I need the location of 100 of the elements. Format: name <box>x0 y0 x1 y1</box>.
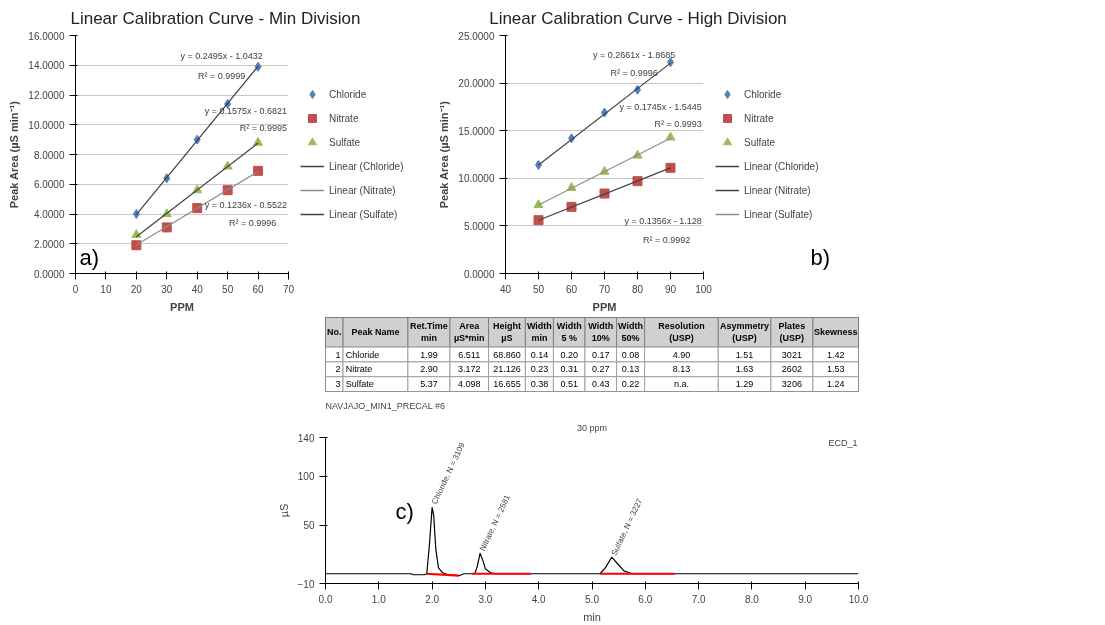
point <box>253 165 264 176</box>
x-tick-label: 0.0 <box>318 593 333 605</box>
y-tick-label: 5.0000 <box>463 220 495 232</box>
category-label: Asymmetry (USP) <box>720 321 770 344</box>
legend-label: Sulfate <box>744 135 776 149</box>
annotation: y = 0.1236x - 0.5522 <box>204 200 287 211</box>
annotation: R² = 0.9992 <box>643 235 691 246</box>
text: 16.655 <box>493 379 521 390</box>
legend-label: Linear (Nitrate) <box>744 183 811 197</box>
text: 0.13 <box>621 364 640 375</box>
text: 3.172 <box>458 364 481 375</box>
x-axis-title: PPM <box>592 300 617 313</box>
point <box>533 215 544 226</box>
text: Chloride <box>345 349 380 360</box>
category-label: Width 10% <box>588 321 614 344</box>
x-tick-label: 0 <box>72 283 79 295</box>
x-tick-label: 20 <box>130 283 143 295</box>
text: 0.38 <box>530 379 549 390</box>
annotation: R² = 0.9999 <box>197 70 246 81</box>
y-axis-title: µS <box>277 503 290 518</box>
text: 0.27 <box>592 364 610 375</box>
text: 3 <box>335 379 341 390</box>
x-tick-label: 3.0 <box>478 593 493 605</box>
text: 0.43 <box>592 379 610 390</box>
annotation: a) <box>79 244 100 270</box>
y-tick-label: 0.0000 <box>463 268 495 280</box>
text: 0.14 <box>530 349 549 360</box>
x-tick-label: 7.0 <box>691 593 706 605</box>
x-tick-label: 6.0 <box>638 593 653 605</box>
text: 4.098 <box>458 379 481 390</box>
category-label: No. <box>327 327 342 338</box>
x-tick-label: 40 <box>499 283 512 295</box>
x-tick-label: 50 <box>532 283 545 295</box>
legend-label: Linear (Chloride) <box>744 159 819 173</box>
point <box>665 162 676 173</box>
x-tick-label: 50 <box>222 283 234 295</box>
text: Sulfate <box>345 379 374 390</box>
y-axis-title: Peak Area (µS min⁻¹) <box>8 100 21 209</box>
legend-label: Linear (Sulfate) <box>744 207 813 221</box>
text: 6.511 <box>458 349 481 360</box>
category-label: Resolution (USP) <box>658 321 705 344</box>
annotation: R² = 0.9993 <box>654 119 702 130</box>
y-tick-label: 10.0000 <box>458 173 495 185</box>
category-label: Width 5 % <box>556 321 582 344</box>
x-tick-label: 60 <box>565 283 578 295</box>
text: 3206 <box>781 379 802 390</box>
text: 1.29 <box>735 379 754 390</box>
text: 68.860 <box>493 349 521 360</box>
legend-label: Linear (Sulfate) <box>329 207 398 221</box>
x-tick-label: 1.0 <box>371 593 387 605</box>
annotation: y = 0.1356x - 1.128 <box>624 216 702 227</box>
text: 8.13 <box>672 364 691 375</box>
annotation: R² = 0.9995 <box>239 122 287 133</box>
x-tick-label: 2.0 <box>425 593 440 605</box>
legend-label: Nitrate <box>744 111 774 125</box>
text: b) <box>810 244 831 270</box>
category-label: Area µS*min <box>453 321 485 344</box>
text: 2 <box>335 364 341 375</box>
legend-label: Chloride <box>744 87 782 101</box>
y-tick-label: 8.0000 <box>33 149 65 161</box>
annotation: c) <box>395 498 414 524</box>
text: 1 <box>335 349 341 360</box>
y-tick-label: 140 <box>297 432 315 444</box>
chart-title: NAVJAJO_MIN1_PRECAL #6 <box>325 400 446 411</box>
legend-label: Linear (Nitrate) <box>329 183 396 197</box>
annotation: y = 0.1745x - 1.5445 <box>619 101 702 112</box>
y-tick-label: 12.0000 <box>28 90 65 101</box>
y-tick-label: 100 <box>297 471 315 483</box>
text: 1.51 <box>735 349 754 360</box>
text: 0.08 <box>621 349 640 360</box>
category-label: Width min <box>526 321 552 344</box>
x-tick-label: 100 <box>695 283 713 295</box>
y-tick-label: 15.0000 <box>458 125 495 137</box>
x-axis-title: min <box>583 610 601 623</box>
text: 0.31 <box>560 364 578 375</box>
legend-label: Sulfate <box>329 135 361 149</box>
text: 5.37 <box>420 379 438 390</box>
y-tick-label: 14.0000 <box>28 60 65 72</box>
legend-label: Chloride <box>329 87 367 101</box>
x-tick-label: 30 <box>161 283 173 295</box>
text: 0.17 <box>592 349 610 360</box>
x-tick-label: 40 <box>191 283 204 295</box>
x-tick-label: 10 <box>100 283 112 295</box>
annotation: R² = 0.9996 <box>610 67 658 78</box>
text: 1.53 <box>826 364 845 375</box>
text: 0.20 <box>560 349 578 360</box>
x-tick-label: 80 <box>631 283 644 295</box>
chart-title: Linear Calibration Curve - High Division <box>489 9 787 28</box>
x-axis-title: PPM <box>170 300 194 313</box>
point <box>533 199 544 209</box>
text: 0.51 <box>560 379 578 390</box>
y-tick-label: −10 <box>297 578 315 590</box>
legend-label: Linear (Chloride) <box>329 159 404 173</box>
text: 2602 <box>781 364 802 375</box>
x-tick-label: 70 <box>598 283 611 295</box>
category-label: Ret.Time min <box>410 321 448 344</box>
text: 21.126 <box>493 364 521 375</box>
x-tick-label: 5.0 <box>585 593 600 605</box>
category-label: Plates (USP) <box>778 321 806 344</box>
x-tick-label: 10.0 <box>848 593 869 605</box>
